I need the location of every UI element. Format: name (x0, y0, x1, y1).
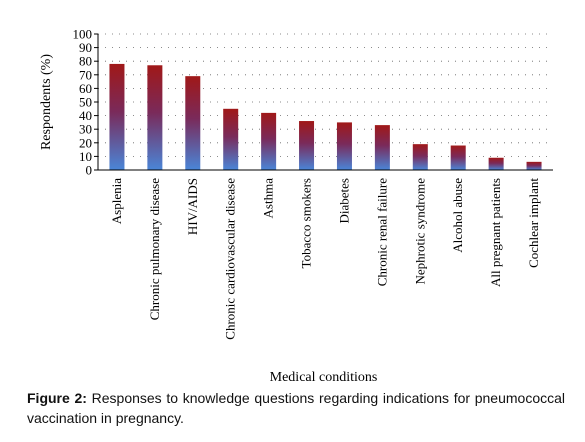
y-tick-label: 90 (79, 40, 92, 55)
caption-text: Responses to knowledge questions regardi… (27, 390, 566, 426)
bar (374, 125, 390, 170)
bar (185, 76, 201, 170)
y-tick-label: 30 (79, 122, 92, 137)
y-tick-label: 40 (79, 108, 92, 123)
category-label: Alcohol abuse (450, 178, 465, 253)
bar (526, 161, 542, 170)
gridlines (98, 33, 553, 157)
bar (450, 145, 466, 170)
y-axis-title: Respondents (%) (39, 54, 54, 150)
y-tick-label: 50 (79, 95, 92, 110)
category-label: Chronic cardiovascular disease (223, 178, 238, 340)
figure-caption: Figure 2: Responses to knowledge questio… (27, 388, 565, 428)
category-label: Asplenia (109, 178, 124, 224)
caption-label: Figure 2: (27, 390, 87, 406)
category-label: HIV/AIDS (185, 178, 200, 235)
bar (109, 63, 125, 170)
bar (147, 65, 163, 170)
bar (223, 108, 239, 170)
category-label: Chronic renal failure (374, 178, 389, 287)
x-axis-title: Medical conditions (270, 370, 378, 385)
category-label: Asthma (261, 178, 276, 219)
y-tick-label: 80 (79, 54, 92, 69)
y-tick-label: 20 (79, 135, 92, 150)
bar (336, 122, 352, 170)
category-label: Chronic pulmonary disease (147, 178, 162, 320)
bar (299, 121, 315, 170)
category-label: Nephrotic syndrome (412, 178, 427, 285)
category-label: Diabetes (336, 178, 351, 223)
y-tick-label: 0 (86, 163, 93, 178)
bar (261, 112, 277, 170)
y-tick-label: 70 (79, 67, 92, 82)
y-tick-label: 60 (79, 81, 92, 96)
category-labels: Asplenia Chronic pulmonary disease HIV/AID… (109, 178, 541, 340)
bar (412, 144, 428, 170)
bar (488, 157, 504, 170)
y-tick-label: 100 (73, 27, 93, 42)
category-label: Tobacco smokers (299, 178, 314, 268)
category-label: Cochlear implant (526, 178, 541, 268)
bars (109, 63, 542, 170)
category-label: All pregnant patients (488, 178, 503, 287)
y-tick-label: 10 (79, 149, 92, 164)
